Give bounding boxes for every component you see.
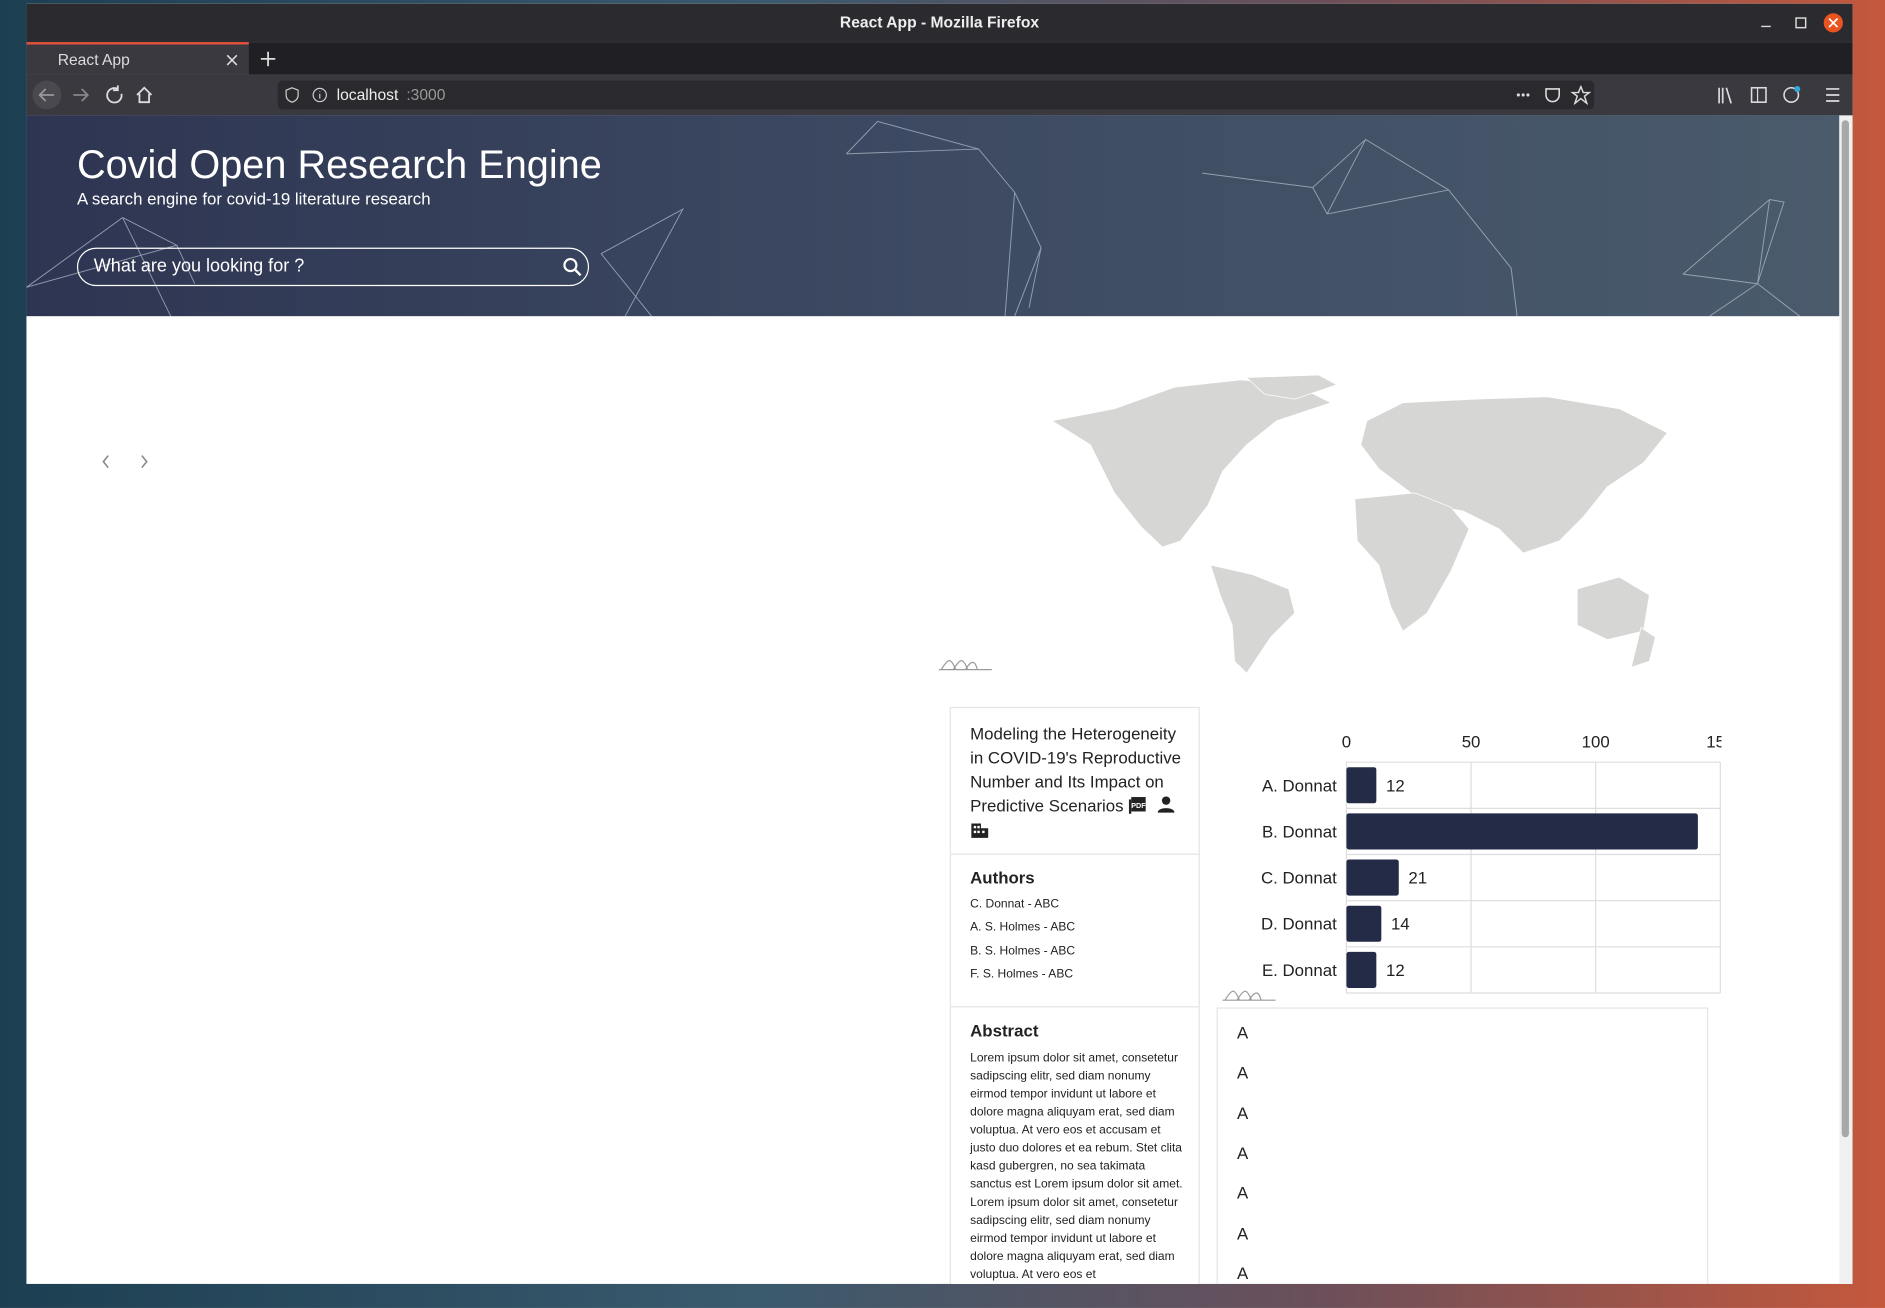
search-icon[interactable]	[563, 257, 582, 277]
world-map	[1050, 374, 1668, 674]
institution-icon[interactable]	[970, 820, 989, 839]
title-bar: React App - Mozilla Firefox	[26, 3, 1853, 43]
list-item: A	[1237, 1143, 1249, 1163]
browser-window: React App - Mozilla Firefox React App lo…	[26, 3, 1853, 1284]
tab-close[interactable]	[226, 54, 238, 66]
list-item: A	[1237, 1183, 1249, 1203]
url-port: :3000	[406, 85, 446, 104]
loader-icon	[1222, 990, 1276, 1001]
url-actions[interactable]	[1512, 85, 1592, 105]
list-item: A	[1237, 1223, 1249, 1243]
list-item: A	[1237, 1063, 1249, 1083]
y-tick-label: D. Donnat	[1261, 915, 1337, 934]
bar-chart: 0 50 100 150 12 141 21 14 12 A. Donnat B. Donnat C.…	[1261, 733, 1722, 994]
author: F. S. Holmes - ABC	[970, 967, 1074, 981]
header-title: Covid Open Research Engine	[76, 141, 602, 187]
scrollbar[interactable]	[1839, 115, 1853, 1284]
list-item: A	[1237, 1023, 1249, 1043]
paper-title: Modeling the Heterogeneity in COVID-19's…	[970, 723, 1182, 816]
y-tick-label: A. Donnat	[1262, 776, 1337, 795]
bar	[1346, 859, 1399, 896]
y-tick-label: B. Donnat	[1262, 822, 1337, 841]
window-controls[interactable]	[1753, 11, 1849, 35]
bar	[1346, 905, 1382, 942]
author: A. S. Holmes - ABC	[970, 921, 1076, 935]
carousel-arrows[interactable]	[99, 453, 152, 470]
y-tick-label: E. Donnat	[1262, 961, 1337, 980]
separator	[950, 1006, 1199, 1008]
window-title: React App - Mozilla Firefox	[839, 13, 1040, 32]
paper-title-block: Modeling the Heterogeneity in COVID-19's…	[970, 721, 1186, 842]
value-label: 12	[1386, 961, 1405, 980]
scroll-thumb[interactable]	[1841, 120, 1849, 1138]
paper-card[interactable]: Modeling the Heterogeneity in COVID-19's…	[949, 706, 1200, 1284]
value-labels: 12 141 21 14 12	[1386, 776, 1721, 980]
separator	[950, 853, 1199, 855]
bar	[1346, 813, 1698, 850]
url-icons	[285, 87, 327, 103]
tab-title: React App	[57, 50, 130, 69]
header-subtitle: A search engine for covid-19 literature …	[76, 188, 431, 208]
search-placeholder: What are you looking for ?	[93, 256, 305, 277]
value-label: 14	[1391, 915, 1410, 934]
header-banner: Covid Open Research Engine A search engi…	[26, 115, 1840, 317]
url-host: localhost	[336, 85, 399, 104]
tab[interactable]: React App	[26, 42, 249, 75]
bar	[1346, 951, 1377, 988]
value-label: 12	[1386, 776, 1405, 795]
paper-icons[interactable]: PDF	[1128, 795, 1181, 814]
loader-icon	[938, 659, 992, 671]
svg-text:PDF: PDF	[1131, 801, 1146, 810]
nav-bar: localhost :3000	[26, 74, 1853, 116]
new-tab[interactable]	[260, 50, 277, 67]
x-tick-label: 0	[1342, 733, 1351, 752]
url-bar[interactable]: localhost :3000	[277, 80, 1595, 110]
authors-heading: Authors	[970, 867, 1035, 888]
banner-network	[26, 120, 1800, 317]
list-item: A	[1237, 1103, 1249, 1123]
author: C. Donnat - ABC	[970, 898, 1060, 912]
author: B. S. Holmes - ABC	[970, 944, 1076, 958]
x-tick-label: 150	[1706, 733, 1721, 752]
nav-buttons[interactable]	[31, 78, 163, 112]
y-tick-label: C. Donnat	[1261, 869, 1337, 888]
abstract-heading: Abstract	[970, 1020, 1039, 1040]
list-item: A	[1237, 1263, 1249, 1283]
value-label: 141	[1707, 822, 1721, 841]
toolbar-icons[interactable]	[1715, 84, 1847, 106]
x-tick-label: 100	[1582, 733, 1610, 752]
tab-bar: React App	[26, 42, 1853, 75]
abstract-text: Lorem ipsum dolor sit amet, consetetur s…	[970, 1051, 1183, 1282]
x-tick-label: 50	[1462, 733, 1481, 752]
bar	[1346, 767, 1377, 804]
value-label: 21	[1408, 869, 1427, 888]
search-box[interactable]: What are you looking for ?	[76, 247, 590, 287]
